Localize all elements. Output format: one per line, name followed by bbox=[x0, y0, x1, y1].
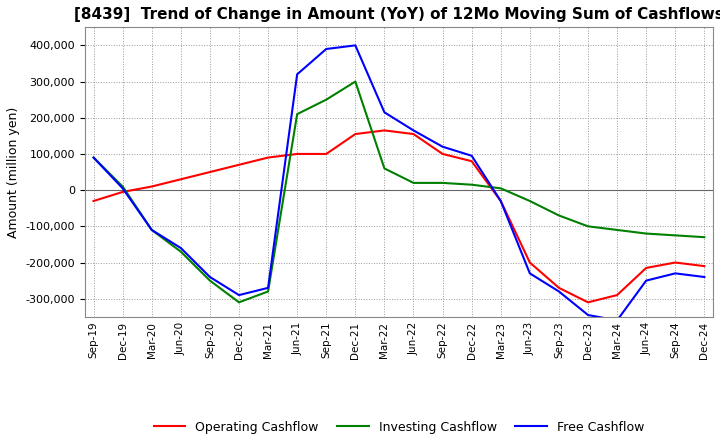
Investing Cashflow bbox=[526, 198, 534, 204]
Free Cashflow bbox=[176, 246, 185, 251]
Operating Cashflow bbox=[554, 285, 563, 290]
Line: Investing Cashflow: Investing Cashflow bbox=[94, 81, 704, 302]
Investing Cashflow bbox=[671, 233, 680, 238]
Free Cashflow bbox=[526, 271, 534, 276]
Operating Cashflow bbox=[264, 155, 272, 160]
Free Cashflow bbox=[467, 153, 476, 158]
Operating Cashflow bbox=[148, 184, 156, 189]
Operating Cashflow bbox=[584, 300, 593, 305]
Free Cashflow bbox=[584, 312, 593, 318]
Free Cashflow bbox=[89, 155, 98, 160]
Investing Cashflow bbox=[409, 180, 418, 186]
Investing Cashflow bbox=[467, 182, 476, 187]
Operating Cashflow bbox=[351, 132, 360, 137]
Operating Cashflow bbox=[176, 176, 185, 182]
Investing Cashflow bbox=[235, 300, 243, 305]
Free Cashflow bbox=[554, 289, 563, 294]
Operating Cashflow bbox=[671, 260, 680, 265]
Operating Cashflow bbox=[496, 198, 505, 204]
Operating Cashflow bbox=[642, 265, 650, 271]
Operating Cashflow bbox=[235, 162, 243, 168]
Free Cashflow bbox=[235, 293, 243, 298]
Investing Cashflow bbox=[584, 224, 593, 229]
Investing Cashflow bbox=[380, 166, 389, 171]
Operating Cashflow bbox=[293, 151, 302, 157]
Free Cashflow bbox=[264, 285, 272, 290]
Investing Cashflow bbox=[554, 213, 563, 218]
Operating Cashflow bbox=[322, 151, 330, 157]
Free Cashflow bbox=[700, 275, 708, 280]
Operating Cashflow bbox=[118, 189, 127, 194]
Free Cashflow bbox=[613, 318, 621, 323]
Operating Cashflow bbox=[467, 158, 476, 164]
Investing Cashflow bbox=[176, 249, 185, 254]
Free Cashflow bbox=[671, 271, 680, 276]
Investing Cashflow bbox=[89, 155, 98, 160]
Line: Operating Cashflow: Operating Cashflow bbox=[94, 130, 704, 302]
Title: [8439]  Trend of Change in Amount (YoY) of 12Mo Moving Sum of Cashflows: [8439] Trend of Change in Amount (YoY) o… bbox=[74, 7, 720, 22]
Y-axis label: Amount (million yen): Amount (million yen) bbox=[7, 106, 20, 238]
Investing Cashflow bbox=[148, 227, 156, 233]
Free Cashflow bbox=[322, 46, 330, 51]
Free Cashflow bbox=[148, 227, 156, 233]
Investing Cashflow bbox=[438, 180, 447, 186]
Investing Cashflow bbox=[613, 227, 621, 233]
Investing Cashflow bbox=[322, 97, 330, 102]
Free Cashflow bbox=[642, 278, 650, 283]
Investing Cashflow bbox=[496, 186, 505, 191]
Operating Cashflow bbox=[438, 151, 447, 157]
Operating Cashflow bbox=[526, 260, 534, 265]
Free Cashflow bbox=[438, 144, 447, 149]
Operating Cashflow bbox=[409, 132, 418, 137]
Line: Free Cashflow: Free Cashflow bbox=[94, 45, 704, 320]
Operating Cashflow bbox=[613, 293, 621, 298]
Legend: Operating Cashflow, Investing Cashflow, Free Cashflow: Operating Cashflow, Investing Cashflow, … bbox=[149, 416, 649, 439]
Operating Cashflow bbox=[89, 198, 98, 204]
Investing Cashflow bbox=[206, 278, 215, 283]
Free Cashflow bbox=[118, 186, 127, 191]
Free Cashflow bbox=[380, 110, 389, 115]
Free Cashflow bbox=[351, 43, 360, 48]
Investing Cashflow bbox=[264, 289, 272, 294]
Free Cashflow bbox=[496, 198, 505, 204]
Free Cashflow bbox=[206, 275, 215, 280]
Investing Cashflow bbox=[293, 111, 302, 117]
Operating Cashflow bbox=[700, 264, 708, 269]
Operating Cashflow bbox=[206, 169, 215, 175]
Operating Cashflow bbox=[380, 128, 389, 133]
Investing Cashflow bbox=[700, 235, 708, 240]
Investing Cashflow bbox=[118, 184, 127, 189]
Investing Cashflow bbox=[642, 231, 650, 236]
Free Cashflow bbox=[409, 128, 418, 133]
Investing Cashflow bbox=[351, 79, 360, 84]
Free Cashflow bbox=[293, 72, 302, 77]
